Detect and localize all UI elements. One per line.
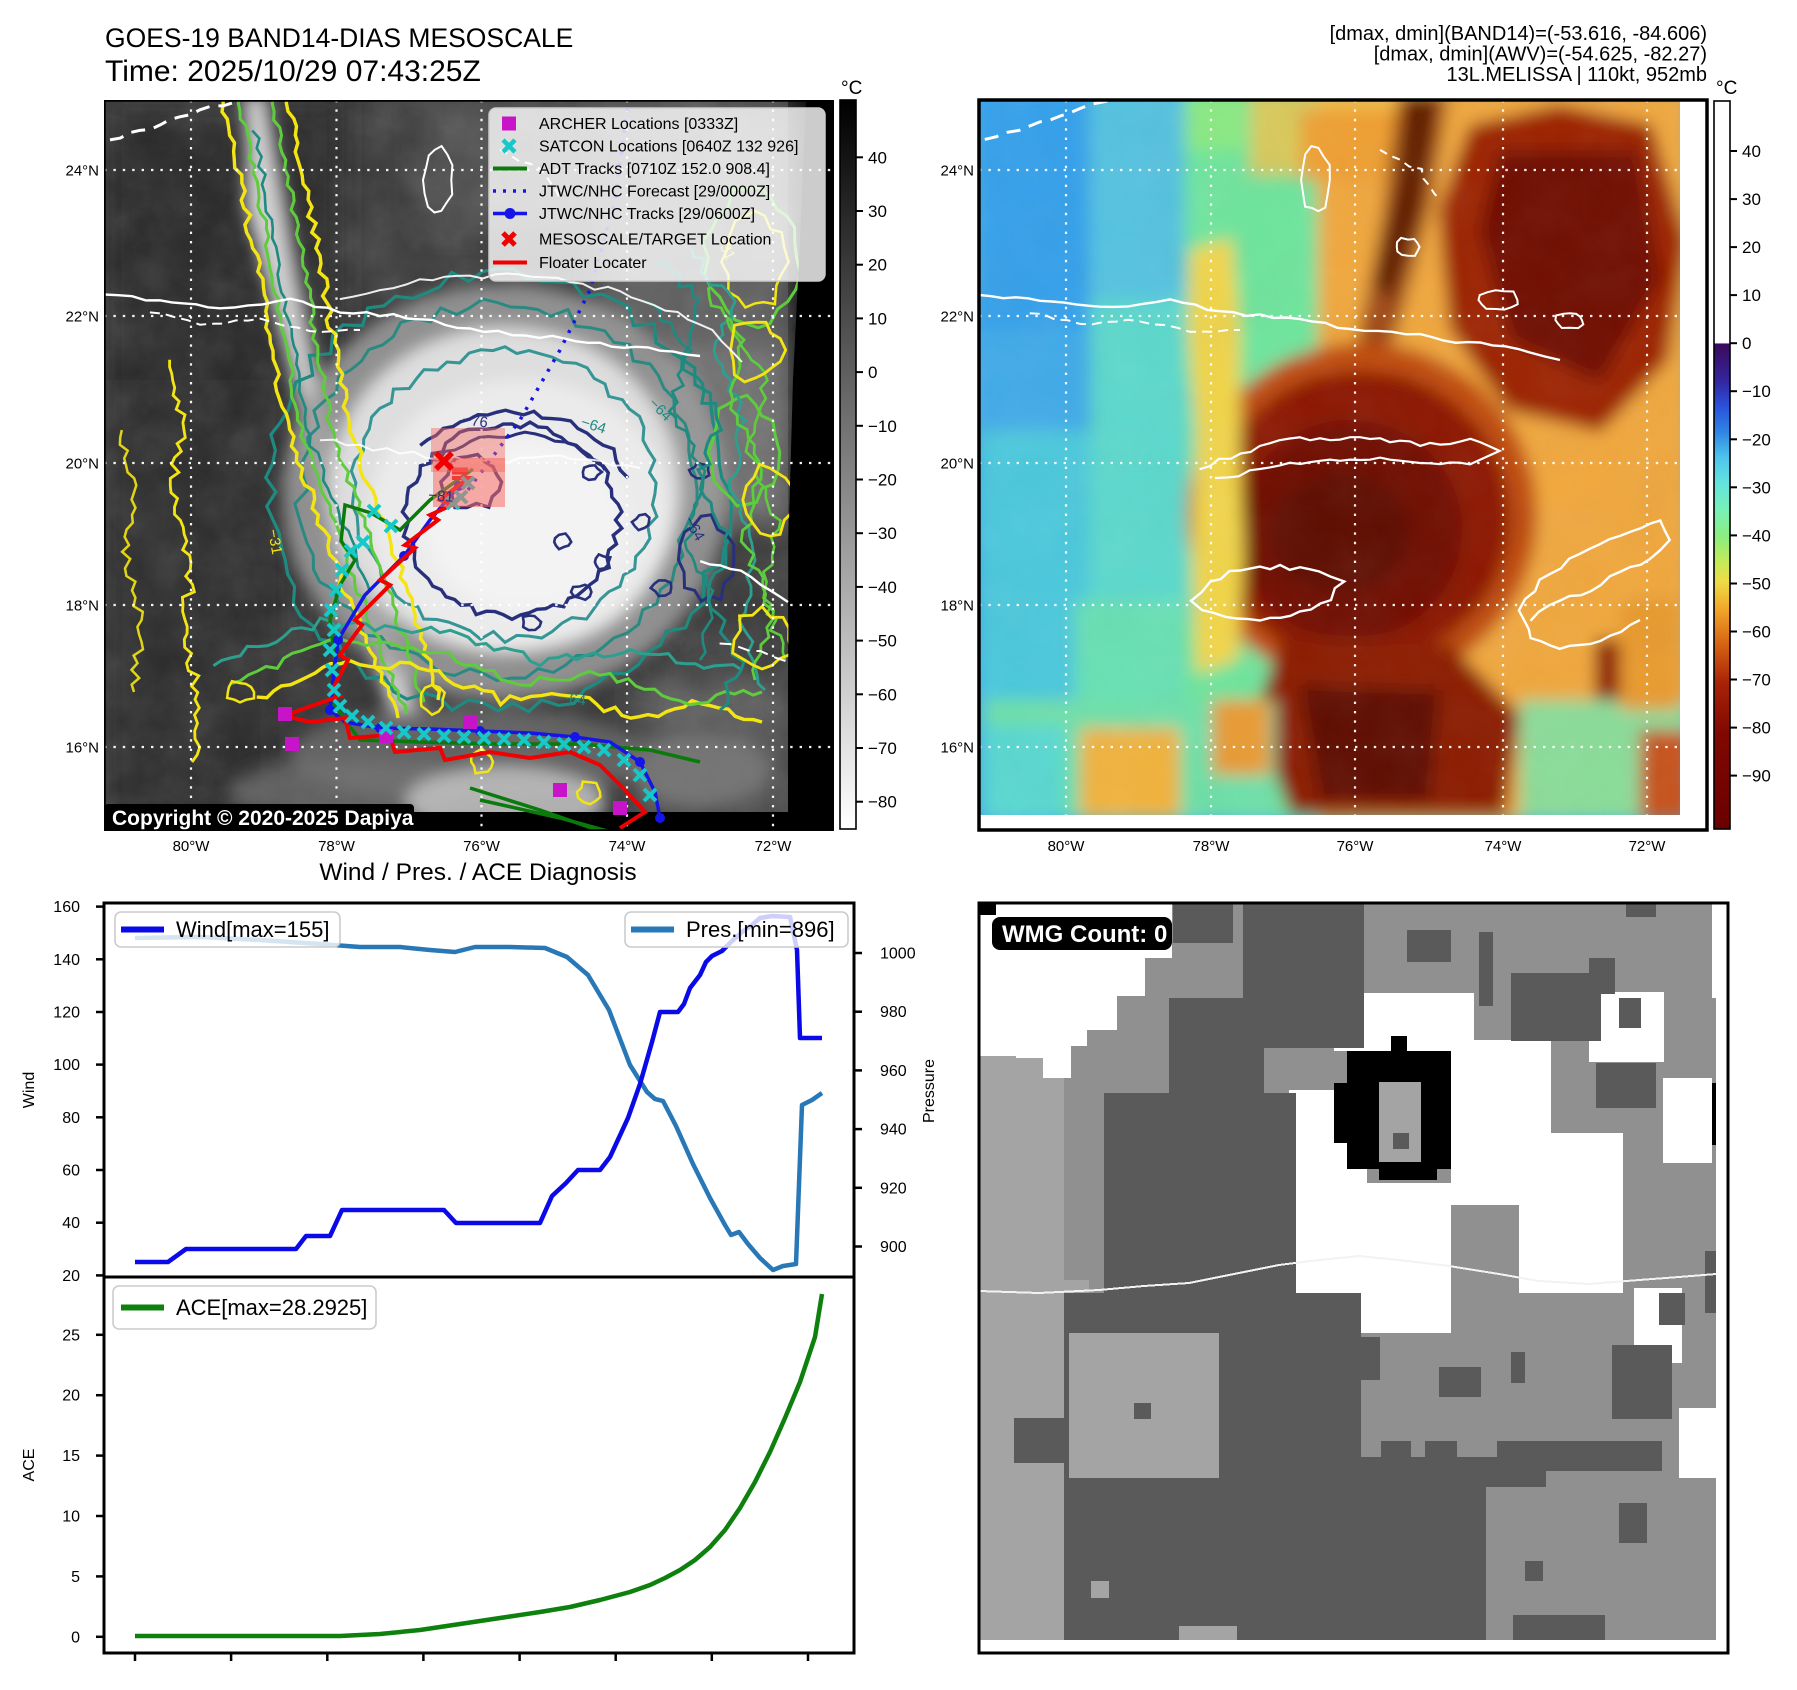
svg-text:20: 20 bbox=[868, 256, 887, 275]
svg-text:−50: −50 bbox=[868, 632, 897, 651]
svg-text:40: 40 bbox=[868, 148, 887, 167]
svg-text:−80: −80 bbox=[868, 793, 897, 812]
svg-text:GOES-19 BAND14-DIAS MESOSCALE: GOES-19 BAND14-DIAS MESOSCALE bbox=[105, 23, 573, 53]
svg-text:20: 20 bbox=[62, 1268, 80, 1285]
svg-text:−20: −20 bbox=[868, 471, 897, 490]
svg-text:JTWC/NHC Forecast [29/0000Z]: JTWC/NHC Forecast [29/0000Z] bbox=[539, 184, 770, 201]
svg-text:18°N: 18°N bbox=[940, 598, 974, 615]
svg-text:20°N: 20°N bbox=[940, 456, 974, 473]
svg-text:24°N: 24°N bbox=[65, 163, 99, 180]
svg-text:Copyright © 2020-2025 Dapiya: Copyright © 2020-2025 Dapiya bbox=[112, 807, 414, 830]
svg-text:°C: °C bbox=[1716, 78, 1737, 99]
svg-text:80°W: 80°W bbox=[173, 838, 211, 855]
svg-text:Wind: Wind bbox=[21, 1072, 38, 1108]
svg-text:960: 960 bbox=[880, 1063, 907, 1080]
svg-text:ADT Tracks [0710Z 152.0 908.4]: ADT Tracks [0710Z 152.0 908.4] bbox=[539, 161, 770, 178]
svg-text:920: 920 bbox=[880, 1180, 907, 1197]
svg-text:[dmax, dmin](AWV)=(-54.625, -8: [dmax, dmin](AWV)=(-54.625, -82.27) bbox=[1374, 44, 1707, 66]
svg-text:16°N: 16°N bbox=[940, 740, 974, 757]
svg-text:10: 10 bbox=[868, 309, 887, 328]
svg-text:Pressure: Pressure bbox=[921, 1059, 938, 1123]
svg-text:72°W: 72°W bbox=[755, 838, 793, 855]
svg-text:24°N: 24°N bbox=[940, 163, 974, 180]
svg-text:60: 60 bbox=[62, 1163, 80, 1180]
svg-text:WMG Count: 0: WMG Count: 0 bbox=[1002, 921, 1167, 948]
svg-text:15: 15 bbox=[62, 1448, 80, 1465]
svg-text:0: 0 bbox=[868, 363, 877, 382]
svg-text:74°W: 74°W bbox=[609, 838, 647, 855]
svg-text:Wind / Pres. / ACE Diagnosis: Wind / Pres. / ACE Diagnosis bbox=[319, 859, 636, 886]
svg-text:22°N: 22°N bbox=[65, 309, 99, 326]
svg-text:74°W: 74°W bbox=[1485, 838, 1523, 855]
svg-text:−70: −70 bbox=[868, 739, 897, 758]
svg-text:Pres.[min=896]: Pres.[min=896] bbox=[686, 917, 835, 942]
svg-text:10: 10 bbox=[1742, 286, 1761, 305]
svg-text:SATCON Locations [0640Z 132 92: SATCON Locations [0640Z 132 926] bbox=[539, 139, 798, 156]
svg-text:40: 40 bbox=[62, 1215, 80, 1232]
svg-text:78°W: 78°W bbox=[1193, 838, 1231, 855]
svg-text:5: 5 bbox=[71, 1569, 80, 1586]
svg-text:°C: °C bbox=[841, 78, 862, 99]
svg-text:−60: −60 bbox=[1742, 623, 1771, 642]
svg-text:−64: −64 bbox=[559, 689, 587, 709]
svg-text:13L.MELISSA | 110kt, 952mb: 13L.MELISSA | 110kt, 952mb bbox=[1446, 64, 1707, 86]
svg-text:20: 20 bbox=[62, 1388, 80, 1405]
svg-text:78°W: 78°W bbox=[318, 838, 356, 855]
svg-text:80°W: 80°W bbox=[1048, 838, 1086, 855]
svg-text:76°W: 76°W bbox=[1337, 838, 1375, 855]
svg-text:25: 25 bbox=[62, 1327, 80, 1344]
svg-text:980: 980 bbox=[880, 1004, 907, 1021]
svg-text:−40: −40 bbox=[1742, 526, 1771, 545]
svg-text:ACE[max=28.2925]: ACE[max=28.2925] bbox=[176, 1295, 367, 1320]
svg-text:160: 160 bbox=[53, 899, 80, 916]
svg-text:100: 100 bbox=[53, 1057, 80, 1074]
svg-text:76°W: 76°W bbox=[463, 838, 501, 855]
svg-text:−81: −81 bbox=[428, 487, 455, 506]
svg-text:−31: −31 bbox=[264, 528, 285, 556]
svg-text:72°W: 72°W bbox=[1629, 838, 1667, 855]
svg-text:−70: −70 bbox=[1742, 671, 1771, 690]
svg-text:−50: −50 bbox=[1742, 575, 1771, 594]
svg-text:16°N: 16°N bbox=[65, 740, 99, 757]
svg-text:JTWC/NHC Tracks [29/0600Z]: JTWC/NHC Tracks [29/0600Z] bbox=[539, 206, 755, 223]
svg-text:−80: −80 bbox=[1742, 719, 1771, 738]
svg-text:−76: −76 bbox=[461, 411, 489, 431]
svg-text:900: 900 bbox=[880, 1239, 907, 1256]
svg-text:20°N: 20°N bbox=[65, 456, 99, 473]
svg-text:22°N: 22°N bbox=[940, 309, 974, 326]
svg-text:10: 10 bbox=[62, 1509, 80, 1526]
svg-text:120: 120 bbox=[53, 1004, 80, 1021]
svg-text:−60: −60 bbox=[868, 685, 897, 704]
svg-text:ARCHER Locations [0333Z]: ARCHER Locations [0333Z] bbox=[539, 116, 738, 133]
svg-text:−40: −40 bbox=[868, 578, 897, 597]
svg-text:40: 40 bbox=[1742, 142, 1761, 161]
svg-text:Wind[max=155]: Wind[max=155] bbox=[176, 917, 329, 942]
svg-text:ACE: ACE bbox=[21, 1449, 38, 1482]
svg-text:940: 940 bbox=[880, 1122, 907, 1139]
svg-text:−30: −30 bbox=[868, 524, 897, 543]
svg-text:[dmax, dmin](BAND14)=(-53.616,: [dmax, dmin](BAND14)=(-53.616, -84.606) bbox=[1330, 23, 1707, 45]
svg-text:0: 0 bbox=[1742, 334, 1751, 353]
svg-text:18°N: 18°N bbox=[65, 598, 99, 615]
svg-text:−30: −30 bbox=[1742, 478, 1771, 497]
svg-text:−10: −10 bbox=[868, 417, 897, 436]
svg-text:MESOSCALE/TARGET Location: MESOSCALE/TARGET Location bbox=[539, 232, 771, 249]
svg-text:Time: 2025/10/29 07:43:25Z: Time: 2025/10/29 07:43:25Z bbox=[105, 55, 481, 88]
svg-text:−20: −20 bbox=[1742, 430, 1771, 449]
svg-text:20: 20 bbox=[1742, 238, 1761, 257]
svg-text:30: 30 bbox=[868, 202, 887, 221]
svg-text:0: 0 bbox=[71, 1629, 80, 1646]
svg-text:−90: −90 bbox=[1742, 767, 1771, 786]
svg-text:Floater Locater: Floater Locater bbox=[539, 255, 647, 272]
svg-text:30: 30 bbox=[1742, 190, 1761, 209]
svg-text:80: 80 bbox=[62, 1110, 80, 1127]
svg-text:140: 140 bbox=[53, 952, 80, 969]
svg-text:−10: −10 bbox=[1742, 382, 1771, 401]
svg-text:1000: 1000 bbox=[880, 946, 916, 963]
